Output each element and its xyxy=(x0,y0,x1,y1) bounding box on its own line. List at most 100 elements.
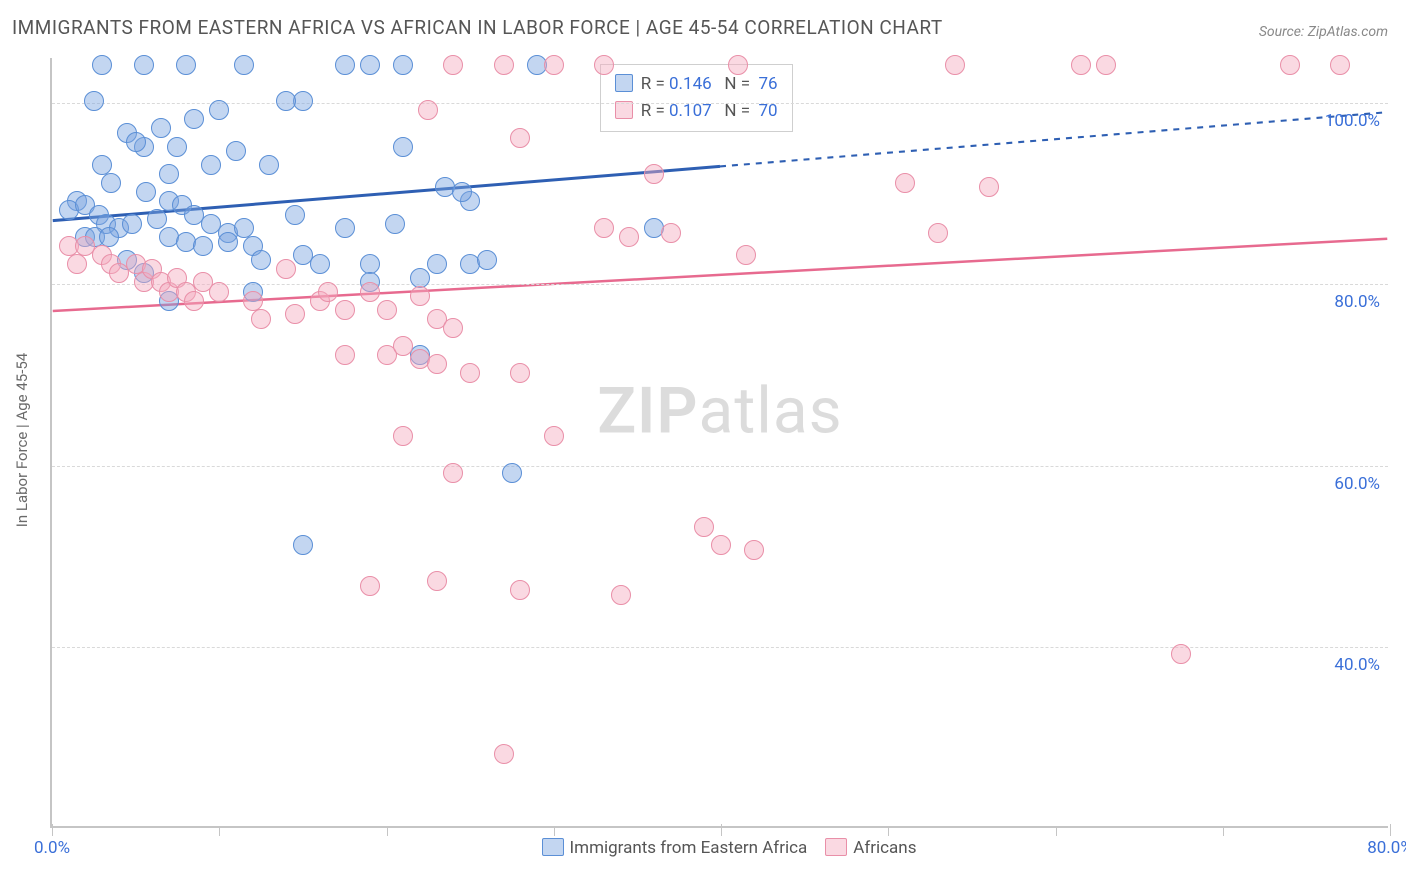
scatter-point-pink xyxy=(427,354,447,374)
scatter-point-pink xyxy=(928,223,948,243)
scatter-point-blue xyxy=(234,55,254,75)
scatter-point-blue xyxy=(134,55,154,75)
chart-title: IMMIGRANTS FROM EASTERN AFRICA VS AFRICA… xyxy=(12,16,943,39)
scatter-point-pink xyxy=(619,227,639,247)
x-tick-minor xyxy=(219,826,220,836)
scatter-point-pink xyxy=(661,223,681,243)
scatter-point-blue xyxy=(251,250,271,270)
scatter-point-pink xyxy=(744,540,764,560)
scatter-point-pink xyxy=(544,55,564,75)
scatter-point-blue xyxy=(410,268,430,288)
y-tick-label: 80.0% xyxy=(1334,292,1380,312)
scatter-point-pink xyxy=(694,517,714,537)
scatter-point-blue xyxy=(393,137,413,157)
scatter-point-blue xyxy=(92,155,112,175)
scatter-point-blue xyxy=(167,137,187,157)
scatter-point-blue xyxy=(452,182,472,202)
legend-swatch-blue-icon xyxy=(542,838,564,856)
scatter-point-pink xyxy=(243,291,263,311)
scatter-point-pink xyxy=(418,100,438,120)
scatter-point-pink xyxy=(594,218,614,238)
scatter-point-blue xyxy=(218,232,238,252)
scatter-point-blue xyxy=(393,55,413,75)
scatter-point-pink xyxy=(460,363,480,383)
scatter-point-pink xyxy=(1330,55,1350,75)
x-tick-minor xyxy=(554,826,555,836)
scatter-point-pink xyxy=(510,128,530,148)
n-label: N = xyxy=(712,74,755,94)
scatter-point-pink xyxy=(1171,644,1191,664)
x-tick-minor xyxy=(888,826,889,836)
scatter-point-pink xyxy=(393,426,413,446)
scatter-point-blue xyxy=(136,182,156,202)
scatter-point-blue xyxy=(360,254,380,274)
scatter-point-blue xyxy=(151,118,171,138)
scatter-point-pink xyxy=(251,309,271,329)
plot-area: ZIPatlas R = 0.146 N = 76R = 0.107 N = 7… xyxy=(50,58,1388,828)
scatter-point-pink xyxy=(711,535,731,555)
y-tick-label: 40.0% xyxy=(1334,655,1380,675)
scatter-point-pink xyxy=(335,300,355,320)
scatter-point-blue xyxy=(310,254,330,274)
scatter-point-blue xyxy=(184,109,204,129)
scatter-point-blue xyxy=(122,214,142,234)
scatter-point-blue xyxy=(84,91,104,111)
watermark: ZIPatlas xyxy=(597,374,842,449)
scatter-point-blue xyxy=(335,55,355,75)
n-value: 76 xyxy=(754,74,777,94)
scatter-point-pink xyxy=(377,300,397,320)
x-tick xyxy=(52,824,53,836)
scatter-point-blue xyxy=(209,100,229,120)
scatter-point-pink xyxy=(510,580,530,600)
y-axis-label: In Labor Force | Age 45-54 xyxy=(13,353,31,527)
y-tick-label: 100.0% xyxy=(1325,111,1380,131)
scatter-point-pink xyxy=(1280,55,1300,75)
scatter-point-pink xyxy=(360,576,380,596)
scatter-point-pink xyxy=(276,259,296,279)
y-tick-label: 60.0% xyxy=(1334,474,1380,494)
scatter-point-blue xyxy=(159,164,179,184)
scatter-point-blue xyxy=(477,250,497,270)
scatter-point-pink xyxy=(644,164,664,184)
r-value: 0.146 xyxy=(669,74,712,94)
stats-row-blue: R = 0.146 N = 76 xyxy=(615,71,778,98)
scatter-point-blue xyxy=(101,173,121,193)
x-tick-minor xyxy=(1056,826,1057,836)
watermark-bold: ZIP xyxy=(597,374,698,449)
scatter-point-pink xyxy=(360,282,380,302)
scatter-point-pink xyxy=(427,571,447,591)
scatter-point-blue xyxy=(201,155,221,175)
scatter-point-pink xyxy=(979,177,999,197)
x-tick-label: 80.0% xyxy=(1367,838,1406,858)
scatter-point-blue xyxy=(99,227,119,247)
scatter-point-pink xyxy=(1096,55,1116,75)
trendline-ext-blue xyxy=(720,112,1387,166)
scatter-point-blue xyxy=(293,535,313,555)
gridline-h xyxy=(52,466,1388,467)
scatter-point-pink xyxy=(335,345,355,365)
scatter-point-blue xyxy=(502,463,522,483)
scatter-point-blue xyxy=(147,209,167,229)
legend-label-pink: Africans xyxy=(853,838,916,858)
gridline-h xyxy=(52,103,1388,104)
x-tick xyxy=(721,824,722,836)
trend-lines xyxy=(52,58,1388,826)
scatter-point-pink xyxy=(728,55,748,75)
scatter-point-pink xyxy=(443,55,463,75)
source-attribution: Source: ZipAtlas.com xyxy=(1259,24,1388,40)
scatter-point-pink xyxy=(285,304,305,324)
scatter-point-blue xyxy=(226,141,246,161)
scatter-point-pink xyxy=(1071,55,1091,75)
correlation-stats-box: R = 0.146 N = 76R = 0.107 N = 70 xyxy=(600,64,793,132)
scatter-point-blue xyxy=(385,214,405,234)
legend-label-blue: Immigrants from Eastern Africa xyxy=(570,838,808,858)
scatter-point-pink xyxy=(544,426,564,446)
scatter-point-pink xyxy=(895,173,915,193)
watermark-light: atlas xyxy=(699,374,843,449)
scatter-point-blue xyxy=(92,55,112,75)
scatter-point-pink xyxy=(393,336,413,356)
r-label: R = xyxy=(641,74,669,94)
scatter-point-pink xyxy=(184,291,204,311)
legend-swatch-pink-icon xyxy=(825,838,847,856)
scatter-point-pink xyxy=(736,245,756,265)
